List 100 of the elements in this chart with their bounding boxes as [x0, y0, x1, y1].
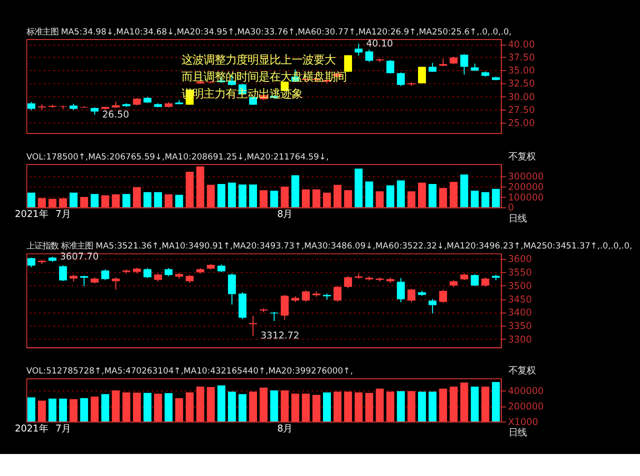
bar — [396, 391, 405, 422]
x-tick-label: 8月 — [277, 209, 292, 220]
bar — [312, 394, 320, 422]
bar — [270, 190, 278, 208]
bar — [365, 392, 374, 422]
bar — [249, 392, 258, 422]
bar — [228, 182, 236, 208]
bar — [217, 385, 226, 422]
bar — [323, 192, 331, 208]
y-tick-label: 25.00 — [508, 118, 535, 129]
bar — [460, 382, 468, 422]
chart-title: VOL:512785728↑,MA5:470263104↑,MA10:432165440↑,MA20:399276000↑, — [26, 366, 353, 376]
candlestick — [365, 49, 374, 62]
bar — [175, 398, 184, 422]
bar — [186, 172, 194, 208]
candlestick — [302, 290, 310, 302]
bar — [38, 400, 46, 422]
bar — [354, 392, 363, 422]
y-tick-label: 300000 — [508, 172, 544, 183]
candlestick — [27, 257, 36, 268]
bar — [228, 392, 236, 422]
bar — [70, 399, 78, 422]
y-tick-label: 200000 — [508, 182, 544, 193]
bar — [481, 192, 490, 208]
chart-title: 标准主图 MA5:34.98↓,MA10:34.68↓,MA20:34.95↑,MA30:33.76↑,MA60:30.77↑,MA120:26.9↑,MA250:25.6↑,.0,.0,.0, — [25, 26, 512, 36]
bar — [386, 185, 394, 208]
annotation: 这波调整力度明显比上一波要大 — [181, 53, 336, 66]
y-tick-label: 3500 — [508, 280, 532, 292]
bar — [280, 186, 289, 208]
y-tick-label: 200000 — [508, 401, 544, 412]
y-tick-label: 3450 — [508, 294, 532, 306]
bar — [70, 192, 78, 208]
candlestick — [101, 268, 110, 281]
chart-title: VOL:178500↑,MA5:206765.59↓,MA10:208691.25↓,MA20:211764.59↓, — [26, 151, 329, 162]
x-tick-label: 2021年 — [14, 423, 48, 434]
bar — [270, 390, 278, 422]
text: 不复权 — [508, 366, 536, 377]
bar — [428, 184, 437, 208]
bar — [154, 192, 162, 208]
bar — [470, 386, 479, 422]
candlestick — [418, 66, 426, 84]
bar — [175, 194, 184, 208]
bar — [196, 166, 204, 208]
bar — [439, 388, 448, 422]
bar — [238, 184, 246, 208]
bar — [470, 190, 479, 208]
bar — [450, 182, 458, 208]
bar — [101, 195, 110, 208]
bar — [38, 198, 46, 208]
y-tick-label: 3550 — [508, 267, 532, 278]
bar — [354, 168, 363, 208]
bar — [48, 398, 56, 422]
bar — [154, 394, 162, 422]
y-tick-label: 35.00 — [508, 66, 535, 77]
chart-title: 上证指数 标准主图 MA5:3521.36↑,MA10:3490.91↑,MA20:3493.73↑,MA30:3486.09↓,MA60:3522.32↓,MA120:3496.23↑,MA250:3451.37↑,.0,.0,.0, — [26, 240, 632, 251]
x-tick-label: 7月 — [56, 209, 70, 220]
bar — [144, 392, 152, 422]
annotation: 3607.70 — [60, 251, 99, 262]
bar — [334, 392, 342, 422]
candlestick — [112, 277, 120, 290]
y-tick-label: 3350 — [508, 321, 532, 332]
candlestick — [439, 289, 448, 304]
y-tick-label: X1000 — [508, 416, 538, 428]
bar — [238, 394, 246, 422]
bar — [59, 398, 67, 422]
bar — [27, 192, 36, 208]
bar — [407, 391, 416, 422]
candlestick — [249, 315, 258, 336]
text: 日线 — [508, 428, 526, 439]
candlestick — [354, 43, 363, 56]
bar — [418, 182, 426, 208]
y-tick-label: 40.00 — [508, 40, 535, 51]
y-tick-label: 37.50 — [508, 52, 535, 64]
bar — [90, 396, 99, 422]
bar — [302, 394, 310, 422]
bar — [450, 386, 458, 422]
bar — [260, 190, 268, 208]
annotation: 3312.72 — [260, 330, 300, 342]
bar — [122, 392, 130, 422]
bar — [132, 392, 141, 422]
bar — [164, 194, 173, 208]
bar — [344, 392, 352, 422]
candlestick — [396, 278, 405, 303]
bar — [344, 190, 352, 208]
candlestick — [280, 294, 289, 320]
bar — [492, 382, 500, 422]
bar — [418, 392, 426, 422]
text: 不复权 — [508, 151, 536, 162]
bar — [101, 394, 110, 422]
bar — [206, 184, 215, 208]
candlestick — [59, 264, 67, 282]
bar — [112, 194, 120, 208]
bar — [460, 174, 468, 208]
bar — [122, 194, 130, 208]
bar — [164, 393, 173, 422]
x-tick-label: 7月 — [56, 423, 70, 434]
bar — [280, 390, 289, 422]
bar — [365, 182, 374, 208]
bar — [80, 196, 88, 208]
y-tick-label: 30.00 — [508, 92, 535, 103]
